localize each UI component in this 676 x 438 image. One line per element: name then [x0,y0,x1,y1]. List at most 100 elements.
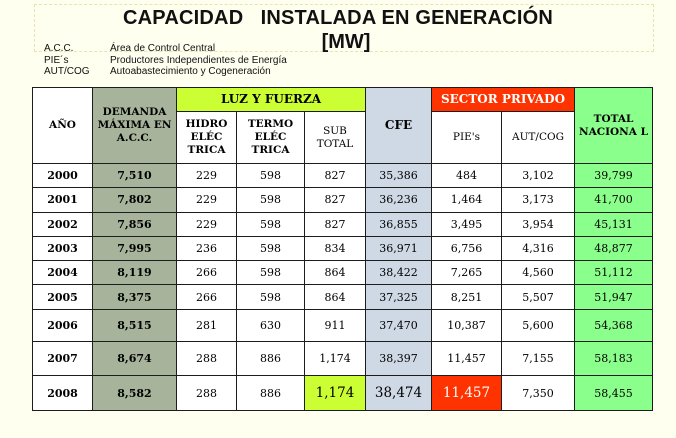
cell-autcog: 4,316 [501,235,575,262]
table-row: 2000 7,510 229 598 827 35,386 484 3,102 39,799 [32,162,653,189]
cell-year: 2000 [32,162,93,189]
cell-hidro: 288 [176,375,237,411]
legend-abbr: PIE´s [44,54,69,66]
cell-cfe: 38,422 [365,260,432,286]
cell-demanda: 7,802 [92,187,177,213]
cell-year: 2008 [32,375,93,411]
cell-autcog: 3,102 [501,162,575,189]
header-cfe: CFE [365,87,432,164]
cell-sub: 834 [304,235,366,262]
cell-year: 2002 [32,211,93,237]
cell-sub: 1,174 [304,341,366,377]
cell-autcog: 7,350 [501,375,575,411]
cell-sub: 911 [304,308,366,343]
cell-cfe: 37,325 [365,284,432,310]
cell-pies: 6,756 [431,235,502,262]
cell-sub: 827 [304,187,366,213]
cell-termo: 598 [236,211,305,237]
cell-autcog: 7,155 [501,341,575,377]
table-row: 2004 8,119 266 598 864 38,422 7,265 4,560 51,112 [32,260,653,286]
header-pies: PIE's [431,111,502,164]
cell-year: 2007 [32,341,93,377]
table-row: 2003 7,995 236 598 834 36,971 6,756 4,316 48,877 [32,235,653,262]
cell-hidro: 266 [176,284,237,310]
cell-autcog: 5,600 [501,308,575,343]
cell-year: 2001 [32,187,93,213]
table-row: 2002 7,856 229 598 827 36,855 3,495 3,954 45,131 [32,211,653,237]
cell-hidro: 229 [176,162,237,189]
cell-total: 54,368 [574,308,653,343]
legend-abbr: AUT/COG [44,66,90,77]
cell-demanda: 8,515 [92,308,177,343]
cell-total: 58,455 [574,375,653,411]
cell-demanda: 8,582 [92,375,177,411]
header-termo: TERMO ELÉC TRICA [236,111,305,164]
table-row: 2008 8,582 288 886 1,174 38,474 11,457 7,350 58,… [32,375,653,411]
cell-termo: 598 [236,260,305,286]
cell-hidro: 281 [176,308,237,343]
header-total-nacional: TOTAL NACIONA L [574,87,653,164]
cell-termo: 598 [236,235,305,262]
table-row: 2001 7,802 229 598 827 36,236 1,464 3,173 41,700 [32,187,653,213]
cell-hidro: 266 [176,260,237,286]
cell-total: 51,112 [574,260,653,286]
cell-pies: 11,457 [431,375,502,411]
abbreviation-legend: A.C.C. Área de Control Central PIE´s Produ… [44,43,287,78]
cell-demanda: 7,995 [92,235,177,262]
cell-hidro: 229 [176,187,237,213]
cell-termo: 598 [236,162,305,189]
cell-sub: 827 [304,162,366,189]
cell-total: 58,183 [574,341,653,377]
cell-total: 39,799 [574,162,653,189]
cell-year: 2005 [32,284,93,310]
page-title: CAPACIDAD INSTALADA EN GENERACIÓN [123,7,553,29]
cell-termo: 598 [236,284,305,310]
cell-demanda: 8,119 [92,260,177,286]
table-row: 2007 8,674 288 886 1,174 38,397 11,457 7,155 58,… [32,341,653,377]
cell-year: 2006 [32,308,93,343]
page-subtitle-units: [MW] [321,31,371,53]
cell-termo: 886 [236,341,305,377]
table-row: 2006 8,515 281 630 911 37,470 10,387 5,600 54,36… [32,308,653,343]
cell-cfe: 37,470 [365,308,432,343]
cell-cfe: 36,971 [365,235,432,262]
cell-cfe: 35,386 [365,162,432,189]
legend-item: A.C.C. Área de Control Central [44,43,287,55]
cell-termo: 886 [236,375,305,411]
cell-autcog: 3,954 [501,211,575,237]
cell-pies: 3,495 [431,211,502,237]
legend-item: AUT/COG Autoabastecimiento y Cogeneración [44,66,287,78]
header-year: AÑO [32,87,93,164]
cell-sub: 864 [304,284,366,310]
cell-cfe: 38,397 [365,341,432,377]
cell-pies: 10,387 [431,308,502,343]
legend-item: PIE´s Productores Independientes de Energ… [44,55,287,67]
cell-hidro: 288 [176,341,237,377]
legend-desc: Autoabastecimiento y Cogeneración [110,66,271,77]
cell-autcog: 5,507 [501,284,575,310]
cell-total: 45,131 [574,211,653,237]
cell-sub: 1,174 [304,375,366,411]
legend-abbr: A.C.C. [44,43,74,54]
cell-total: 51,947 [574,284,653,310]
cell-year: 2004 [32,260,93,286]
cell-autcog: 3,173 [501,187,575,213]
header-subtotal: SUB TOTAL [304,111,366,164]
cell-sub: 827 [304,211,366,237]
cell-sub: 864 [304,260,366,286]
cell-demanda: 8,375 [92,284,177,310]
title-frame [34,4,654,52]
cell-hidro: 236 [176,235,237,262]
header-demanda: DEMANDA MÁXIMA EN A.C.C. [92,87,177,164]
cell-termo: 598 [236,187,305,213]
header-autcog: AUT/COG [501,111,575,164]
cell-demanda: 8,674 [92,341,177,377]
legend-desc: Área de Control Central [110,43,216,54]
cell-pies: 484 [431,162,502,189]
cell-termo: 630 [236,308,305,343]
cell-demanda: 7,856 [92,211,177,237]
cell-demanda: 7,510 [92,162,177,189]
cell-year: 2003 [32,235,93,262]
cell-pies: 11,457 [431,341,502,377]
legend-desc: Productores Independientes de Energía [110,54,287,66]
